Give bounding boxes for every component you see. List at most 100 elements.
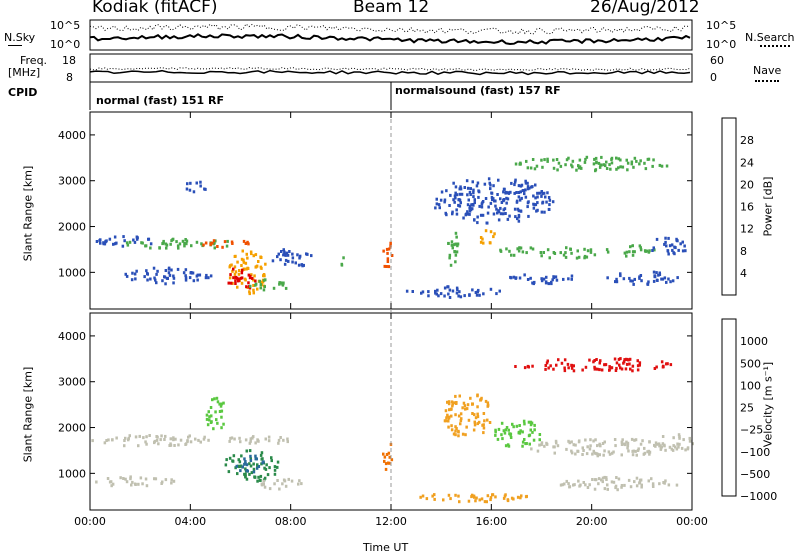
range-cell xyxy=(454,413,457,417)
range-cell xyxy=(145,435,148,439)
range-cell xyxy=(639,246,642,250)
range-cell xyxy=(168,444,171,447)
range-cell xyxy=(510,253,513,257)
range-cell xyxy=(481,237,484,241)
range-cell xyxy=(172,436,175,440)
range-cell xyxy=(142,436,145,440)
range-cell xyxy=(682,438,685,442)
range-cell xyxy=(509,432,513,436)
range-cell xyxy=(278,487,281,491)
range-cell xyxy=(684,448,687,452)
range-cell xyxy=(259,255,262,259)
range-cell xyxy=(540,279,544,283)
range-cell xyxy=(667,483,671,487)
x-tick-label: 00:00 xyxy=(74,515,106,528)
range-cell xyxy=(209,243,212,246)
range-cell xyxy=(226,239,229,243)
range-cell xyxy=(199,180,202,184)
range-cell xyxy=(458,198,461,202)
range-cell xyxy=(655,365,658,369)
range-cell xyxy=(230,240,234,244)
range-cell xyxy=(559,483,563,487)
range-cell xyxy=(610,451,614,455)
range-cell xyxy=(248,441,252,445)
range-cell xyxy=(445,189,448,193)
range-cell xyxy=(440,190,444,194)
range-cell xyxy=(245,252,248,256)
range-cell xyxy=(529,428,532,432)
range-cell xyxy=(517,431,520,435)
range-cell xyxy=(605,248,609,252)
range-cell xyxy=(244,261,248,265)
range-cell xyxy=(489,496,493,500)
range-cell xyxy=(653,248,656,252)
range-cell xyxy=(265,463,268,467)
range-cell xyxy=(490,195,494,199)
range-cell xyxy=(287,259,290,263)
range-cell xyxy=(514,365,517,368)
range-cell xyxy=(155,281,158,285)
range-cell xyxy=(620,484,624,487)
range-cell xyxy=(592,449,595,453)
range-cell xyxy=(542,191,546,195)
range-cell xyxy=(538,433,542,436)
range-cell xyxy=(454,260,457,264)
range-cell xyxy=(596,452,599,456)
range-cell xyxy=(505,426,509,429)
range-cell xyxy=(185,242,188,246)
range-cell xyxy=(228,439,231,443)
range-cell xyxy=(615,277,618,281)
range-cell xyxy=(592,439,595,443)
range-cell xyxy=(544,280,548,284)
range-cell xyxy=(546,157,549,161)
range-cell xyxy=(237,272,241,276)
range-cell xyxy=(467,499,471,503)
range-cell xyxy=(234,279,237,283)
range-cell xyxy=(648,440,651,444)
range-cell xyxy=(526,205,529,209)
range-cell xyxy=(177,246,180,250)
scatter-patch xyxy=(235,454,265,474)
range-cell xyxy=(492,212,496,216)
range-cell xyxy=(683,244,686,248)
range-cell xyxy=(207,438,210,442)
range-cell xyxy=(643,451,647,455)
range-cell xyxy=(300,263,304,267)
range-cell xyxy=(520,494,523,498)
range-cell xyxy=(254,457,257,461)
range-cell xyxy=(620,453,623,457)
range-cell xyxy=(625,158,628,162)
range-cell xyxy=(111,482,115,486)
range-cell xyxy=(589,250,593,254)
range-cell xyxy=(261,280,265,284)
range-cell xyxy=(260,451,264,455)
x-tick-label: 00:00 xyxy=(676,515,708,528)
range-cell xyxy=(279,436,282,439)
range-cell xyxy=(181,239,185,243)
range-cell xyxy=(473,201,476,205)
range-cell xyxy=(239,276,243,280)
nsky-tick-top: 10^5 xyxy=(50,19,81,32)
range-cell xyxy=(447,493,451,497)
range-cell xyxy=(688,436,691,440)
range-cell xyxy=(533,423,536,427)
range-cell xyxy=(449,263,453,267)
range-cell xyxy=(425,497,429,501)
range-cell xyxy=(567,366,570,370)
range-cell xyxy=(570,440,573,444)
station-title: Kodiak (fitACF) xyxy=(92,0,218,17)
range-cell xyxy=(237,464,240,468)
range-cell xyxy=(466,193,469,197)
range-cell xyxy=(658,163,662,167)
range-cell xyxy=(456,242,460,246)
range-cell xyxy=(555,158,559,161)
range-cell xyxy=(153,441,156,445)
range-cell xyxy=(212,242,215,246)
colorbar-tick-label: 4 xyxy=(740,267,747,280)
range-cell xyxy=(585,255,589,259)
range-cell xyxy=(573,483,576,487)
range-cell xyxy=(663,444,666,448)
range-cell xyxy=(619,366,622,370)
range-cell xyxy=(658,444,661,448)
range-cell xyxy=(483,182,487,186)
